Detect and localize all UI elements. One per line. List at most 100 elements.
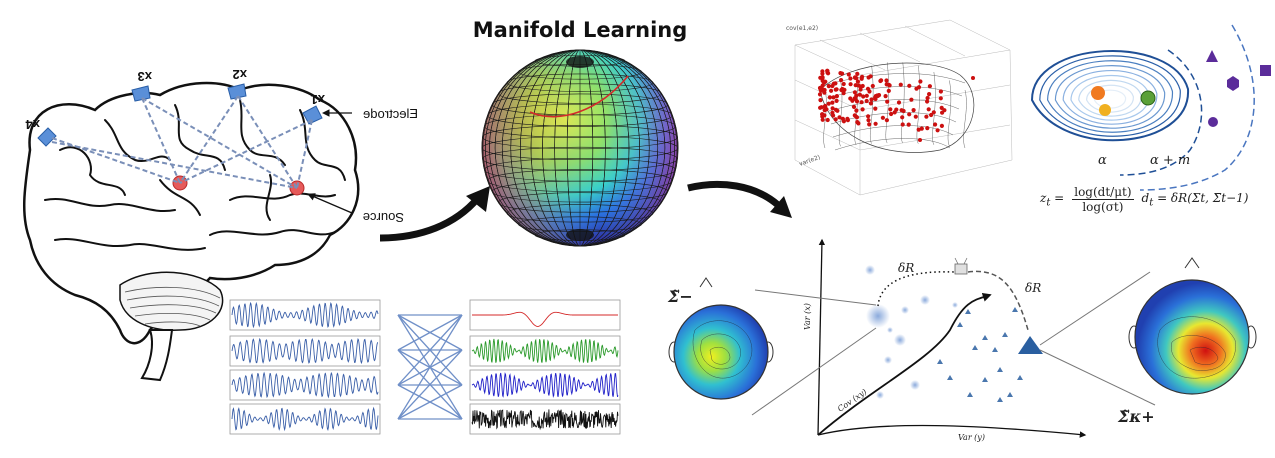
yellow-point: [1099, 104, 1111, 116]
electrode-x1: [302, 105, 323, 125]
dotted-geodesic: [877, 271, 956, 307]
outer-dashed-boundary-1: [1119, 49, 1203, 176]
purple-hexagon: [1227, 76, 1239, 91]
d-sub: t: [1149, 197, 1154, 209]
flow-arrow-2: [687, 180, 781, 208]
contour-panel: α α + m: [1030, 24, 1271, 191]
electrode-connections: [51, 95, 313, 189]
triangle-dot-10: [1017, 375, 1023, 380]
wireframe-mesh: [823, 62, 967, 151]
y-axis-label: var(e2): [798, 154, 821, 168]
blur-dot-2: [884, 356, 892, 364]
z-sub: t: [1046, 197, 1051, 209]
triangle-dot-6: [992, 347, 998, 352]
flow-arrow-2-head: [770, 196, 792, 218]
triangle-dot-3: [972, 345, 978, 350]
electrode-label-x1: x1: [311, 92, 325, 107]
dashed-geodesic: [967, 270, 1029, 331]
mixed-signal-2: [229, 335, 381, 367]
var-y-label: Var (y): [958, 433, 985, 442]
horizontal-axis: [817, 424, 1087, 438]
triangle-dot-4: [982, 377, 988, 382]
projection-line-left-2: [751, 327, 877, 416]
big-triangle: [1018, 336, 1043, 354]
alpha-label: α: [1098, 153, 1107, 168]
green-point: [1140, 90, 1156, 106]
z-axis-label: cov(e1,e2): [786, 25, 818, 32]
electrode-markers: [37, 83, 323, 147]
covariance-manifold-plot: Var (x) Var (y) Cov (xy) δR δR: [751, 238, 1156, 442]
brain-illustration: x4 x3 x2 x1 Electrode Source: [22, 67, 418, 382]
outer-dashed-boundary-2: [1139, 24, 1255, 191]
triangle-dot-2: [937, 359, 943, 364]
electrode-label-x4: x4: [25, 117, 40, 132]
electrode-label: Electrode: [363, 106, 418, 121]
delta-r-left-label: δR: [898, 261, 914, 275]
projection-line-left-1: [754, 289, 877, 306]
scatter-points: [817, 68, 975, 142]
figure-title: Manifold Learning: [472, 18, 688, 42]
head-topomap-left: [668, 277, 774, 400]
source-signal-3: [469, 369, 621, 401]
alpha-m-label: α + m: [1150, 153, 1190, 168]
projection-line-right-1: [1039, 271, 1151, 346]
blur-dot-1: [894, 334, 906, 346]
projection-line-right-2: [1039, 349, 1156, 406]
flow-arrow-1-head: [466, 186, 490, 212]
manifold-sphere: [481, 49, 679, 247]
scatter-3d-panel: cov(e1,e2) var(e2): [786, 19, 1013, 196]
unmixed-signal-panels: [469, 299, 621, 435]
purple-triangle: [1206, 50, 1218, 62]
d-def: d: [1141, 190, 1150, 205]
head-topomap-right: [1128, 257, 1257, 395]
triangle-dot-8: [1007, 392, 1013, 397]
sigma-kplus-label: Σ̃κ+: [1117, 407, 1155, 426]
triangle-dot-13: [982, 335, 988, 340]
contour-lines: [1030, 49, 1190, 142]
electrode-label-x3: x3: [138, 69, 152, 84]
purple-circle: [1208, 117, 1218, 127]
electrode-x4: [37, 127, 57, 147]
diagonal-axis: [817, 293, 992, 436]
z-lhs: z: [1040, 190, 1047, 205]
blur-dot-5: [910, 380, 920, 390]
triangle-dot-1: [957, 322, 963, 327]
blurred-source-point: [866, 304, 890, 328]
source-separation-panel: [229, 299, 621, 435]
blur-dots: [865, 265, 958, 399]
var-x-label: Var (x): [803, 303, 812, 330]
electrode-x2: [227, 83, 247, 100]
purple-square: [1260, 65, 1271, 76]
mixed-signal-3: [229, 369, 381, 401]
electrode-label-x2: x2: [233, 67, 247, 82]
orange-point: [1091, 86, 1105, 100]
triangle-dot-7: [1002, 332, 1008, 337]
triangle-dot-14: [997, 397, 1003, 402]
fraction-numerator: log(dt/μt): [1072, 185, 1134, 200]
cerebellum-folds: [124, 286, 221, 327]
blur-dot-4: [901, 306, 909, 314]
brain-outline: [22, 81, 360, 345]
scatter-3d-box: [794, 19, 1013, 196]
brain-stem: [140, 329, 174, 382]
blur-dot-7: [952, 302, 958, 308]
d-rhs: = δR(Σt, Σ̄t−1): [1157, 190, 1249, 205]
source-signal-1: [469, 299, 621, 331]
source-signal-4: [469, 403, 621, 435]
electrode-labels: x4 x3 x2 x1: [25, 67, 325, 132]
source-signal-2: [469, 335, 621, 367]
sphere-mesh: [481, 49, 679, 247]
triangle-dot-5: [997, 367, 1003, 372]
blur-dot-6: [876, 391, 884, 399]
fraction-denominator: log(σt): [1082, 200, 1124, 214]
electrode-x3: [131, 85, 151, 102]
flow-arrow-1: [379, 195, 481, 242]
tv-icon: [954, 257, 968, 275]
geodesic-curve: [529, 75, 629, 118]
triangle-dot-12: [1012, 307, 1018, 312]
mixed-signal-panels: [229, 299, 381, 435]
z-score-formula: zt = log(dt/μt) log(σt) dt = δR(Σt, Σ̄t−…: [1040, 185, 1249, 214]
source-pointer: [307, 193, 353, 214]
